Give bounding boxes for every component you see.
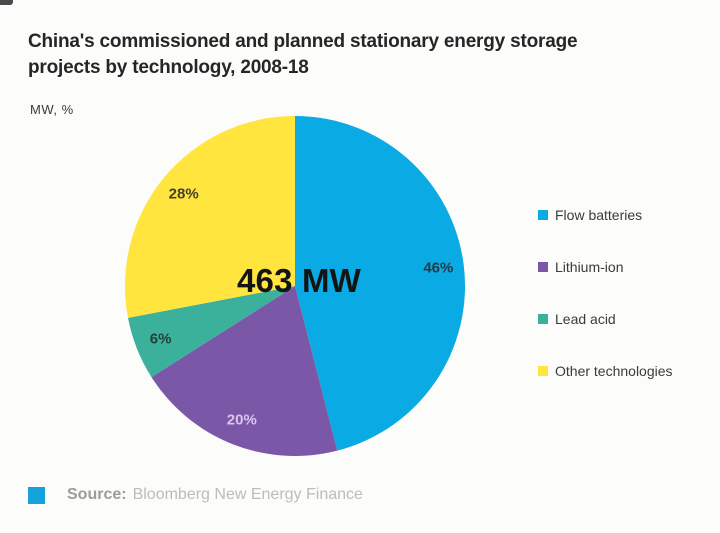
legend-label-flow-batteries: Flow batteries bbox=[555, 207, 643, 223]
pie-slice-other-technologies bbox=[125, 116, 295, 318]
chart-title-line1: China's commissioned and planned station… bbox=[28, 31, 578, 52]
source-label: Source: bbox=[67, 486, 127, 503]
legend-swatch-lead-acid bbox=[538, 314, 548, 324]
pct-label-lead-acid: 6% bbox=[149, 330, 172, 348]
legend-item-lithium-ion: Lithium-ion bbox=[538, 259, 673, 275]
legend-item-other-technologies: Other technologies bbox=[538, 363, 673, 379]
legend-swatch-flow-batteries bbox=[538, 210, 548, 220]
center-total-label: 463 MW bbox=[236, 262, 362, 299]
legend-swatch-other-technologies bbox=[538, 366, 548, 376]
legend-label-other-technologies: Other technologies bbox=[555, 363, 673, 379]
pie-slice-lead-acid bbox=[128, 286, 295, 378]
source-marker bbox=[28, 486, 45, 504]
legend-item-flow-batteries: Flow batteries bbox=[538, 207, 673, 223]
pie-slice-flow-batteries bbox=[295, 116, 465, 451]
chart-title-line2: projects by technology, 2008-18 bbox=[28, 57, 309, 78]
units-label: MW, % bbox=[30, 102, 74, 117]
source-row: Source: Bloomberg New Energy Finance bbox=[28, 486, 363, 504]
pie-svg bbox=[125, 116, 465, 456]
pie-chart: 46% 20% 6% 28% 463 MW bbox=[125, 116, 465, 456]
corner-artifact bbox=[0, 0, 13, 5]
legend: Flow batteries Lithium-ion Lead acid Other … bbox=[538, 207, 673, 415]
legend-swatch-lithium-ion bbox=[538, 262, 548, 272]
pct-label-lithium-ion: 20% bbox=[226, 411, 257, 429]
pie-slice-lithium-ion bbox=[151, 286, 338, 456]
legend-item-lead-acid: Lead acid bbox=[538, 311, 673, 327]
pct-label-flow-batteries: 46% bbox=[423, 259, 454, 277]
pct-label-other-technologies: 28% bbox=[168, 185, 199, 203]
legend-label-lead-acid: Lead acid bbox=[555, 311, 616, 327]
source-text: Bloomberg New Energy Finance bbox=[132, 486, 363, 503]
chart-title: China's commissioned and planned station… bbox=[28, 29, 688, 81]
legend-label-lithium-ion: Lithium-ion bbox=[555, 259, 624, 275]
